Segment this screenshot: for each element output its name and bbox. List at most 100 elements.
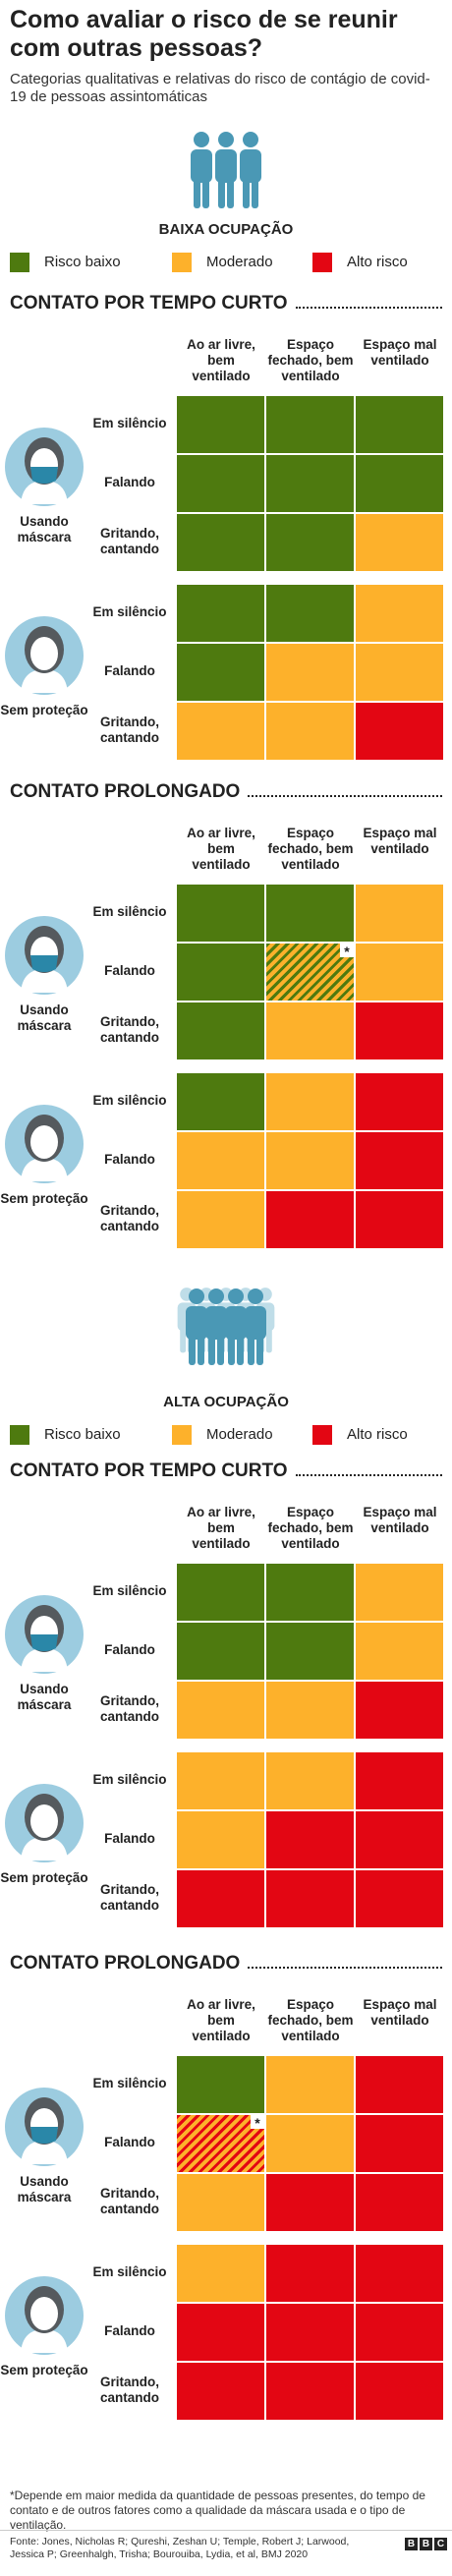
risk-cell [266,2245,354,2302]
group-label: Usando máscara [17,1002,72,1033]
risk-cell [177,885,264,942]
row-label: Gritando, cantando [99,2375,159,2405]
section-title: CONTATO POR TEMPO CURTO [10,1460,288,1481]
column-header: Ao ar livre, bem ventilado [187,826,255,872]
row-label: Falando [104,1642,155,1657]
column-header: Espaço mal ventilado [363,826,437,856]
risk-cell [266,455,354,512]
column-header: Espaço mal ventilado [363,1997,437,2028]
risk-cell [177,644,264,701]
risk-cell [356,514,443,571]
row-label: Falando [104,1831,155,1846]
section-title: CONTATO PROLONGADO [10,781,241,802]
risk-cell [356,1870,443,1927]
risk-cell [177,944,264,1001]
legend-label-moderate: Moderado [206,1426,273,1443]
risk-cell [266,2174,354,2231]
row-label: Falando [104,1152,155,1167]
risk-cell [177,514,264,571]
risk-cell [356,396,443,453]
risk-cell [266,2115,354,2172]
column-header: Espaço fechado, bem ventilado [267,826,354,872]
row-label: Em silêncio [92,2076,167,2090]
risk-cell [266,1682,354,1739]
legend-label-low: Risco baixo [44,254,121,270]
risk-cell [177,1811,264,1868]
risk-cell [356,1752,443,1809]
occupancy-label: BAIXA OCUPAÇÃO [158,221,294,238]
risk-cell [177,1564,264,1621]
risk-cell [266,2363,354,2420]
row-label: Falando [104,2135,155,2149]
risk-cell [266,885,354,942]
row-label: Gritando, cantando [99,1203,159,1233]
risk-cell [266,1073,354,1130]
column-header: Ao ar livre, bem ventilado [187,337,255,383]
risk-cell [266,1811,354,1868]
column-header: Espaço mal ventilado [363,337,437,368]
group-label: Usando máscara [17,1682,72,1712]
risk-cell [177,1073,264,1130]
row-label: Falando [104,475,155,489]
legend-swatch-high [312,253,332,272]
legend-swatch-high [312,1425,332,1445]
risk-cell [356,703,443,760]
risk-cell [356,1623,443,1680]
column-header: Ao ar livre, bem ventilado [187,1997,255,2043]
risk-cell [266,514,354,571]
divider [0,2530,452,2531]
risk-cell [356,1191,443,1248]
legend-label-high: Alto risco [347,254,408,270]
row-label: Falando [104,963,155,978]
section-divider [248,1967,442,1969]
masked-person-icon [5,1595,84,1674]
risk-cell [356,1132,443,1189]
risk-cell [177,2304,264,2361]
row-label: Gritando, cantando [99,1882,159,1913]
bbc-logo: B B C [405,2538,447,2550]
group-label: Usando máscara [17,2174,72,2204]
column-header: Espaço fechado, bem ventilado [267,1997,354,2043]
risk-cell [356,885,443,942]
risk-cell [266,1564,354,1621]
group-label: Sem proteção [0,703,88,717]
masked-person-icon [5,2088,84,2166]
row-label: Gritando, cantando [99,526,159,556]
row-label: Em silêncio [92,1093,167,1108]
section-title: CONTATO PROLONGADO [10,1953,241,1974]
row-label: Em silêncio [92,904,167,919]
row-label: Gritando, cantando [99,1693,159,1724]
column-header: Espaço mal ventilado [363,1505,437,1535]
group-label: Usando máscara [17,514,72,544]
column-header: Ao ar livre, bem ventilado [187,1505,255,1551]
person-icon [5,2276,84,2355]
row-label: Em silêncio [92,1583,167,1598]
risk-cell [177,1191,264,1248]
row-label: Em silêncio [92,604,167,619]
risk-cell [266,944,354,1001]
person-icon [5,1105,84,1183]
risk-cell [356,1564,443,1621]
row-label: Gritando, cantando [99,1014,159,1045]
risk-cell [356,2115,443,2172]
risk-cell [356,1002,443,1059]
risk-cell [266,396,354,453]
legend: Risco baixo Moderado Alto risco [0,248,452,277]
risk-cell [266,703,354,760]
risk-cell [177,703,264,760]
group-label: Sem proteção [0,1870,88,1885]
risk-cell [266,1623,354,1680]
legend-swatch-moderate [172,1425,192,1445]
risk-cell [266,1132,354,1189]
risk-cell [356,644,443,701]
risk-cell [177,2056,264,2113]
risk-cell [356,944,443,1001]
risk-cell [356,1811,443,1868]
row-label: Gritando, cantando [99,2186,159,2216]
footnote: *Depende em maior medida da quantidade d… [10,2489,425,2532]
people-group-icon [191,132,261,208]
legend-label-high: Alto risco [347,1426,408,1443]
risk-cell [177,2363,264,2420]
masked-person-icon [5,428,84,506]
risk-cell [356,455,443,512]
